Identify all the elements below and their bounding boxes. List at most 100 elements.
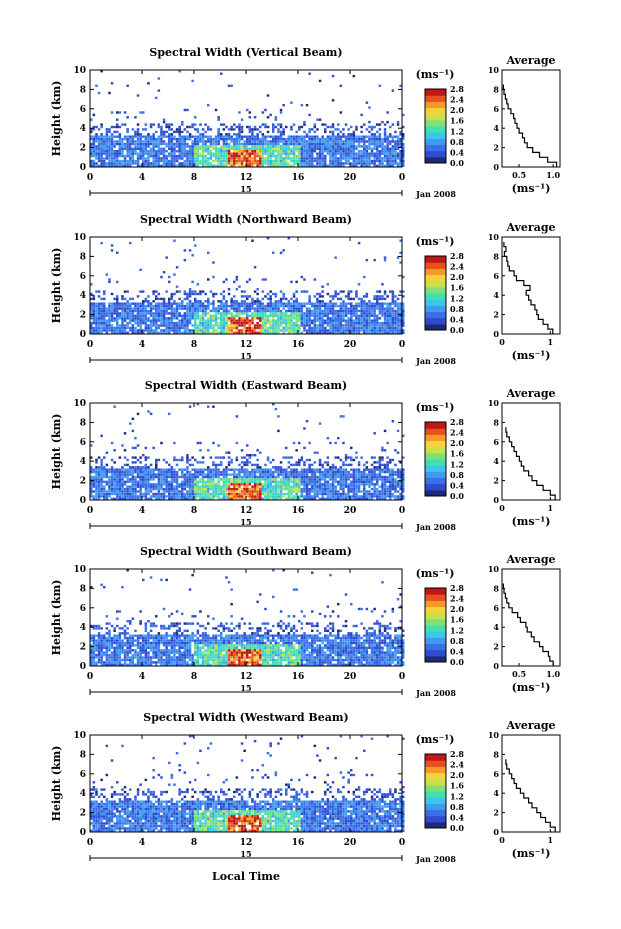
heatmap-cell — [116, 135, 119, 138]
heatmap-cell — [116, 162, 119, 165]
heatmap-cell — [201, 483, 205, 486]
heatmap-cell — [157, 147, 161, 150]
heatmap-cell — [287, 150, 291, 153]
heatmap-cell — [298, 470, 301, 474]
heatmap-cell — [220, 152, 223, 155]
heatmap-cell — [126, 487, 129, 491]
heatmap-cell — [383, 475, 387, 479]
heatmap-cell — [162, 478, 166, 481]
heatmap-cell — [337, 145, 340, 148]
heatmap-cell — [274, 142, 278, 146]
heatmap-cell — [381, 331, 384, 334]
heatmap-cell — [318, 329, 322, 332]
heatmap-cell — [118, 162, 122, 165]
heatmap-cell — [256, 152, 259, 155]
heatmap-cell — [92, 159, 96, 163]
heatmap-cell — [157, 123, 161, 126]
heatmap-cell — [313, 142, 317, 146]
heatmap-cell — [391, 147, 395, 150]
heatmap-cell — [334, 152, 337, 155]
heatmap-cell — [285, 485, 288, 488]
heatmap-cell — [207, 480, 210, 483]
heatmap-cell — [383, 135, 387, 138]
heatmap-cell — [110, 468, 114, 471]
heatmap-cell — [329, 159, 332, 163]
heatmap-cell — [108, 329, 111, 332]
heatmap-cell — [220, 331, 223, 334]
heatmap-cell — [376, 329, 379, 332]
heatmap-cell — [110, 140, 114, 143]
heatmap-cell — [321, 492, 324, 496]
heatmap-cell — [334, 162, 337, 165]
heatmap-cell — [305, 307, 309, 310]
heatmap-cell — [149, 140, 153, 143]
heatmap-cell — [209, 324, 213, 327]
heatmap-cell — [196, 145, 200, 148]
heatmap-cell — [207, 162, 210, 165]
heatmap-cell — [334, 329, 337, 332]
heatmap-cell — [324, 331, 327, 334]
heatmap-cell — [246, 280, 249, 284]
heatmap-cell — [183, 317, 187, 320]
heatmap-cell — [134, 495, 137, 498]
heatmap-cell — [105, 145, 109, 148]
heatmap-cell — [186, 302, 189, 305]
date-label: Jan 2008 — [415, 189, 456, 199]
heatmap-cell — [191, 254, 194, 257]
heatmap-cell — [139, 307, 142, 310]
heatmap-cell — [178, 329, 181, 332]
heatmap-cell — [201, 137, 205, 141]
heatmap-cell — [165, 125, 168, 129]
heatmap-cell — [121, 150, 124, 153]
heatmap-cell — [402, 317, 405, 320]
heatmap-cell — [194, 142, 197, 146]
heatmap-cell — [235, 314, 239, 317]
heatmap-cell — [222, 480, 226, 483]
heatmap-cell — [129, 145, 132, 148]
heatmap-cell — [175, 487, 179, 491]
heatmap-cell — [186, 307, 189, 310]
heatmap-cell — [212, 261, 215, 264]
heatmap-cell — [207, 485, 210, 488]
heatmap-cell — [402, 309, 405, 313]
heatmap-cell — [277, 324, 280, 327]
heatmap-cell — [326, 302, 330, 305]
x-tick-label: 4 — [139, 340, 145, 350]
heatmap-cell — [360, 312, 363, 315]
heatmap-cell — [183, 326, 187, 330]
avg-frame — [501, 69, 561, 168]
heatmap-cell — [162, 483, 166, 486]
heatmap-cell — [329, 473, 332, 476]
heatmap-cell — [113, 492, 116, 496]
heatmap-cell — [181, 135, 184, 138]
heatmap-cell — [173, 157, 176, 160]
heatmap-cell — [303, 159, 306, 163]
heatmap-cell — [152, 162, 155, 165]
heatmap-cell — [295, 485, 298, 488]
heatmap-cell — [261, 492, 265, 496]
heatmap-cell — [295, 157, 298, 160]
heatmap-cell — [95, 324, 98, 327]
heatmap-cell — [344, 475, 348, 479]
avg-x-label: (ms⁻¹) — [512, 349, 551, 362]
heatmap-cell — [243, 140, 246, 143]
heatmap-cell — [175, 492, 179, 496]
heatmap-cell — [352, 487, 356, 491]
heatmap-cell — [363, 275, 366, 279]
heatmap-cell — [152, 314, 155, 317]
heatmap-cell — [378, 478, 382, 481]
heatmap-cell — [277, 309, 280, 313]
heatmap-cell — [108, 492, 111, 496]
heatmap-cell — [339, 157, 343, 160]
heatmap-cell — [303, 130, 306, 134]
heatmap-cell — [155, 96, 158, 100]
heatmap-cell — [168, 483, 171, 486]
heatmap-cell — [324, 137, 327, 141]
heatmap-cell — [139, 137, 142, 141]
heatmap-cell — [118, 142, 122, 146]
heatmap-cell — [225, 137, 228, 141]
heatmap-cell — [240, 331, 244, 334]
heatmap-cell — [248, 307, 252, 310]
heatmap-cell — [227, 326, 231, 330]
heatmap-cell — [235, 468, 239, 471]
